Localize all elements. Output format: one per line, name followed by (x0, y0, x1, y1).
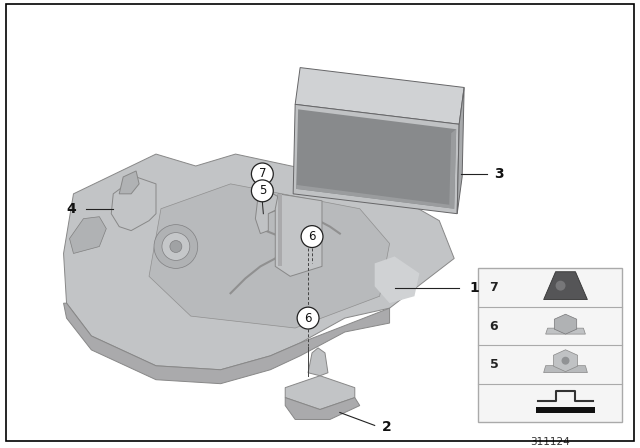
Polygon shape (255, 191, 278, 233)
Polygon shape (295, 68, 464, 124)
Text: 5: 5 (259, 184, 266, 198)
Polygon shape (278, 194, 282, 267)
Circle shape (297, 307, 319, 329)
Text: 5: 5 (490, 358, 499, 371)
Polygon shape (554, 350, 577, 372)
Text: 311124: 311124 (530, 437, 570, 448)
Circle shape (252, 180, 273, 202)
Text: 6: 6 (490, 320, 499, 333)
Polygon shape (293, 104, 459, 214)
Bar (536, 407, 595, 413)
Text: 4: 4 (67, 202, 76, 216)
Text: 7: 7 (259, 168, 266, 181)
Polygon shape (285, 376, 355, 409)
Text: 1: 1 (469, 281, 479, 295)
Circle shape (556, 281, 566, 291)
Text: 2: 2 (381, 420, 392, 435)
Polygon shape (149, 184, 390, 328)
Text: 7: 7 (490, 281, 499, 294)
Polygon shape (285, 397, 360, 419)
Polygon shape (374, 256, 419, 303)
Text: 3: 3 (494, 167, 504, 181)
Polygon shape (296, 109, 456, 209)
Circle shape (154, 224, 198, 268)
Polygon shape (296, 185, 454, 209)
Circle shape (252, 163, 273, 185)
Polygon shape (63, 303, 390, 383)
Polygon shape (554, 314, 577, 334)
Text: 6: 6 (305, 311, 312, 325)
Circle shape (170, 241, 182, 253)
Polygon shape (457, 87, 464, 214)
Polygon shape (546, 328, 586, 334)
Bar (478, 268, 622, 422)
Text: 6: 6 (308, 230, 316, 243)
Polygon shape (275, 194, 322, 276)
Polygon shape (111, 177, 156, 231)
Polygon shape (70, 217, 106, 254)
Polygon shape (308, 348, 328, 376)
Polygon shape (449, 129, 456, 209)
Polygon shape (63, 154, 454, 370)
Circle shape (561, 357, 570, 365)
Circle shape (162, 233, 190, 260)
Polygon shape (543, 366, 588, 373)
Polygon shape (543, 272, 588, 300)
Circle shape (301, 226, 323, 247)
Polygon shape (119, 171, 139, 194)
